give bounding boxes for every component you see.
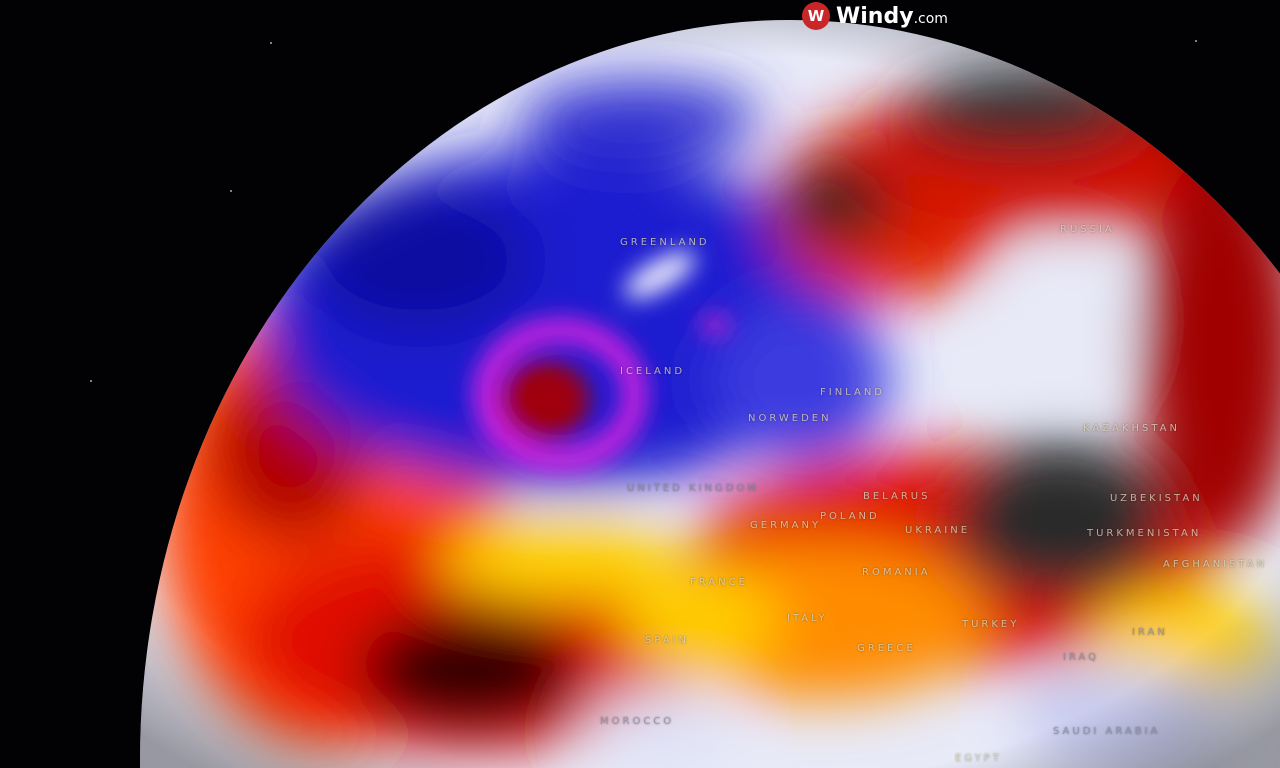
label-morocco: MOROCCO bbox=[600, 716, 675, 727]
label-united-kingdom: UNITED KINGDOM bbox=[627, 483, 759, 494]
star bbox=[1195, 40, 1197, 42]
label-kazakhstan: KAZAKHSTAN bbox=[1083, 423, 1180, 434]
label-poland: POLAND bbox=[820, 511, 880, 522]
label-italy: ITALY bbox=[787, 613, 828, 624]
label-greenland: GREENLAND bbox=[620, 237, 710, 248]
label-uzbekistan: UZBEKISTAN bbox=[1110, 493, 1203, 504]
label-ukraine: UKRAINE bbox=[905, 525, 971, 536]
label-afghanistan: AFGHANISTAN bbox=[1163, 559, 1268, 570]
windy-logo-icon: W bbox=[802, 2, 830, 30]
label-egypt: EGYPT bbox=[955, 753, 1002, 764]
label-saudi-arabia: SAUDI ARABIA bbox=[1053, 726, 1161, 737]
label-turkmenistan: TURKMENISTAN bbox=[1087, 528, 1202, 539]
label-iraq: IRAQ bbox=[1063, 652, 1100, 663]
star bbox=[230, 190, 232, 192]
label-turkey: TURKEY bbox=[962, 619, 1020, 630]
label-germany: GERMANY bbox=[750, 520, 822, 531]
star bbox=[270, 42, 272, 44]
windy-logo[interactable]: W Windy.com bbox=[802, 2, 948, 30]
label-france: FRANCE bbox=[690, 577, 748, 588]
label-spain: SPAIN bbox=[645, 635, 690, 646]
label-russia: RUSSIA bbox=[1060, 224, 1115, 235]
windy-logo-text: Windy.com bbox=[836, 3, 948, 29]
label-norway-sweden: NORWEDEN bbox=[748, 413, 832, 424]
label-iceland: ICELAND bbox=[620, 366, 686, 377]
label-belarus: BELARUS bbox=[863, 491, 931, 502]
label-iran: IRAN bbox=[1132, 627, 1168, 638]
label-romania: ROMANIA bbox=[862, 567, 931, 578]
label-finland: FINLAND bbox=[820, 387, 886, 398]
star bbox=[90, 380, 92, 382]
label-greece: GREECE bbox=[857, 643, 916, 654]
